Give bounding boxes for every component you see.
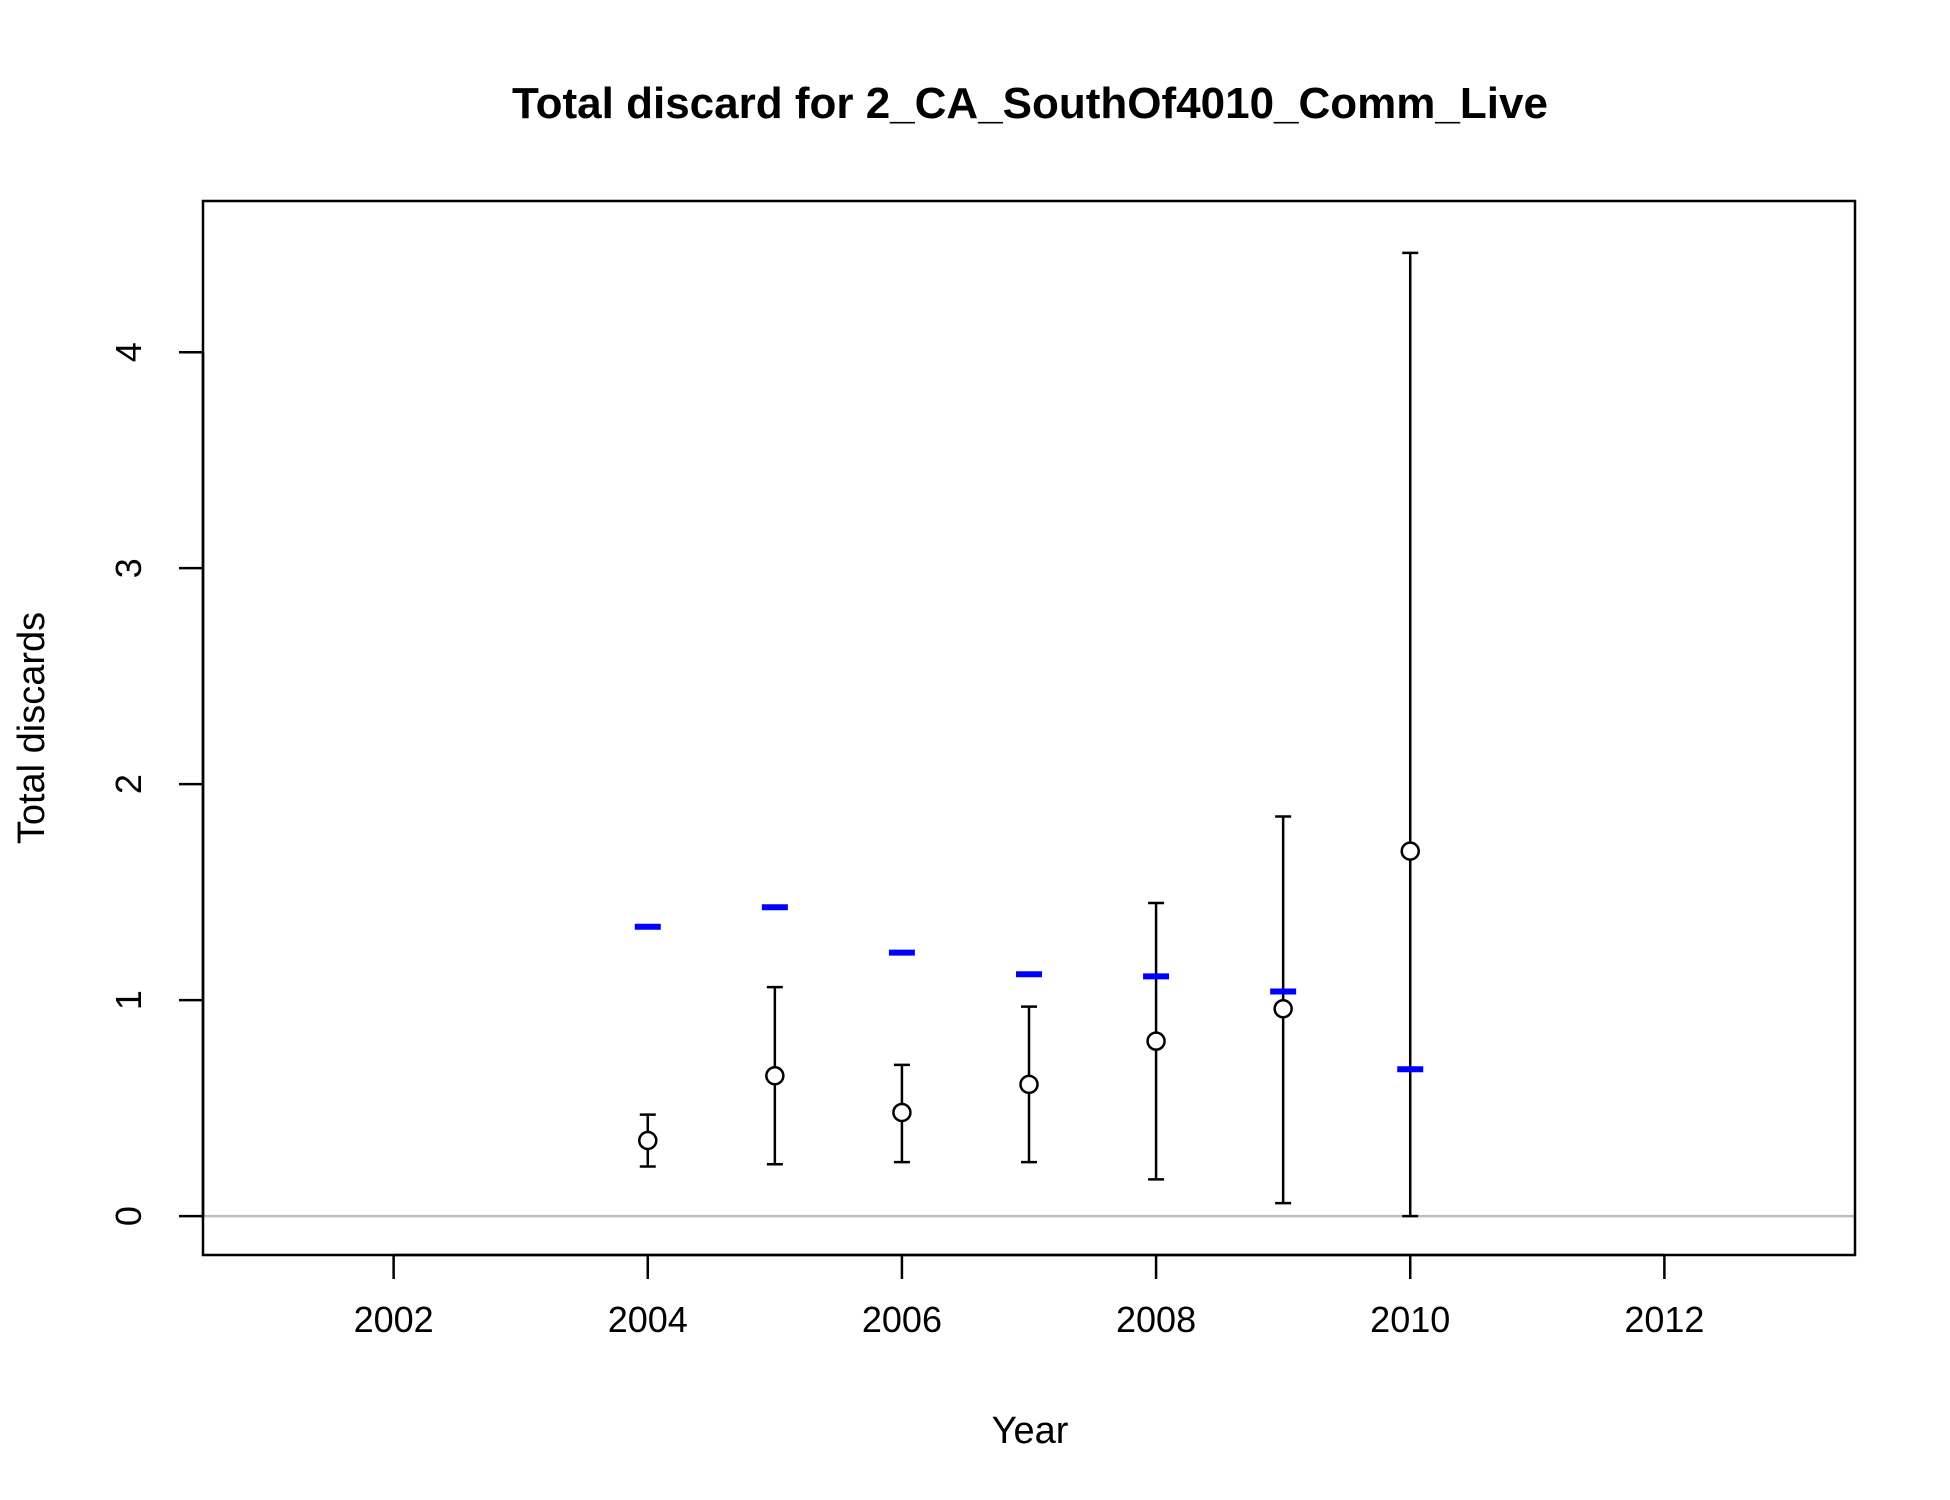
y-tick-label: 1 xyxy=(108,990,149,1010)
chart-title: Total discard for 2_CA_SouthOf4010_Comm_… xyxy=(512,79,1548,128)
observed-point xyxy=(638,1130,658,1151)
y-axis-label: Total discards xyxy=(11,612,53,844)
plot-marks xyxy=(634,251,1424,1218)
x-tick-label: 2008 xyxy=(1116,1299,1196,1340)
x-tick-label: 2004 xyxy=(608,1299,688,1340)
x-tick-label: 2012 xyxy=(1624,1299,1704,1340)
observed-point xyxy=(1019,1074,1039,1095)
y-tick-label: 4 xyxy=(108,342,149,362)
y-axis: 0 1 2 3 4 xyxy=(108,342,205,1226)
x-axis-label: Year xyxy=(992,1410,1069,1452)
x-tick-label: 2010 xyxy=(1370,1299,1450,1340)
x-tick-label: 2002 xyxy=(354,1299,434,1340)
observed-point xyxy=(1273,999,1293,1019)
observed-point xyxy=(1400,841,1420,861)
y-tick-label: 3 xyxy=(108,558,149,578)
observed-point xyxy=(892,1102,912,1123)
observed-point xyxy=(1146,1031,1166,1051)
x-tick-label: 2006 xyxy=(862,1299,942,1340)
observed-point xyxy=(765,1065,785,1086)
y-tick-label: 2 xyxy=(108,774,149,794)
y-tick-label: 0 xyxy=(108,1206,149,1226)
x-axis: 2002 2004 2006 2008 2010 2012 xyxy=(354,1253,1704,1340)
